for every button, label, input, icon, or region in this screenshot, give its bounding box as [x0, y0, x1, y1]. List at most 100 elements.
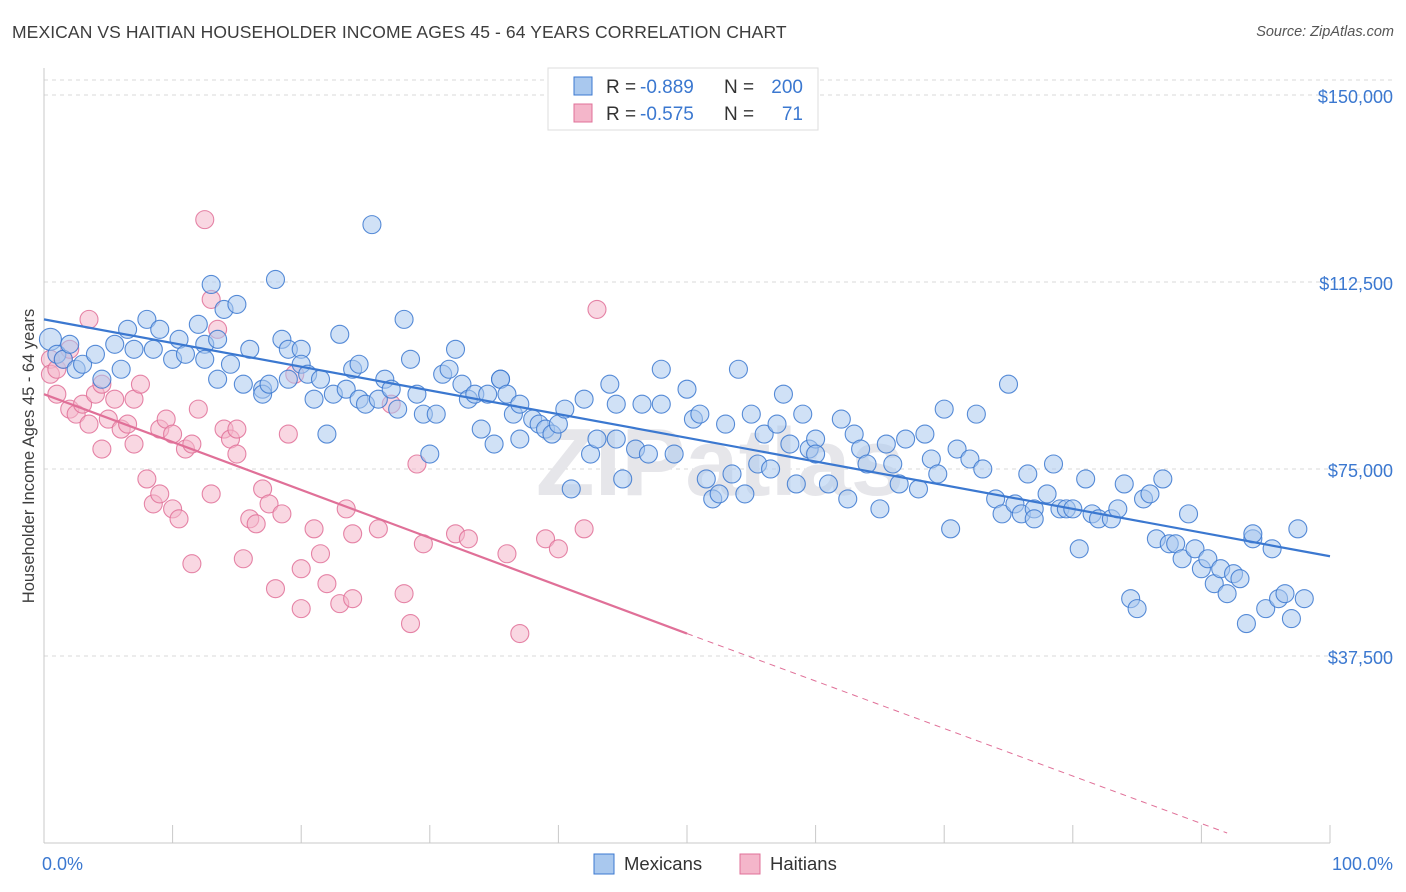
mexican-point: [889, 474, 909, 494]
mexican-point: [105, 334, 125, 354]
y-tick-label: $37,500: [1328, 648, 1393, 668]
haitian-point: [458, 529, 478, 549]
chart-title: MEXICAN VS HAITIAN HOUSEHOLDER INCOME AG…: [12, 22, 787, 42]
mexican-point: [60, 334, 80, 354]
mexican-point: [445, 339, 466, 359]
haitian-point: [497, 544, 517, 564]
mexican-point: [471, 419, 491, 439]
mexican-point: [368, 389, 388, 409]
mexican-point: [896, 429, 916, 449]
mexican-point: [1043, 454, 1064, 474]
mexican-point: [883, 454, 903, 474]
legend-n-value-2: 71: [782, 104, 803, 125]
mexican-point: [613, 469, 633, 489]
legend-r-value-2: -0.575: [640, 104, 694, 125]
mexican-point: [735, 484, 755, 504]
mexican-point: [1256, 599, 1276, 619]
mexican-point: [1114, 474, 1134, 494]
mexican-point: [870, 499, 890, 519]
mexican-point: [388, 399, 408, 419]
haitian-point: [587, 299, 607, 319]
mexican-point: [1217, 584, 1237, 604]
mexican-point: [574, 389, 594, 409]
haitian-point: [259, 494, 279, 514]
mexican-point: [259, 374, 279, 394]
mexican-point: [696, 469, 716, 489]
mexican-point: [1153, 469, 1173, 489]
mexican-point: [330, 324, 350, 344]
mexican-point: [336, 379, 356, 399]
mexican-point: [561, 479, 581, 499]
mexican-point: [310, 369, 331, 389]
mexican-point: [600, 374, 620, 394]
mexican-point: [1076, 469, 1096, 489]
mexican-point: [876, 434, 896, 454]
mexican-point: [201, 274, 221, 295]
haitian-trend-extension: [686, 633, 1228, 834]
mexican-point: [773, 384, 794, 404]
mexican-point: [439, 359, 459, 379]
mexican-point: [947, 439, 967, 459]
mexican-point: [857, 454, 877, 474]
mexican-point: [728, 359, 748, 379]
x-tick-label-end: 100.0%: [1332, 854, 1393, 874]
haitian-point: [182, 554, 202, 574]
haitian-point: [278, 424, 298, 444]
mexican-point: [761, 459, 781, 479]
mexican-point: [188, 314, 208, 334]
mexican-point: [317, 424, 337, 444]
mexican-point: [915, 424, 935, 444]
legend-swatch-haitians: [573, 103, 593, 123]
haitian-point: [574, 519, 594, 539]
mexican-trend-line: [43, 318, 1331, 558]
mexican-point: [1069, 539, 1089, 559]
mexican-point: [651, 394, 671, 414]
mexican-point: [1288, 519, 1308, 539]
haitian-point: [400, 614, 421, 634]
mexican-point: [233, 374, 253, 394]
haitian-point: [227, 419, 247, 439]
haitian-point: [130, 374, 150, 394]
legend-r-label-2: R =: [606, 104, 636, 125]
mexican-point: [304, 389, 324, 409]
mexican-point: [786, 474, 806, 494]
x-tick-label-start: 0.0%: [42, 854, 83, 874]
mexican-point: [651, 359, 671, 379]
haitian-point: [169, 509, 189, 529]
mexican-point: [1230, 569, 1250, 589]
mexican-point: [677, 379, 697, 399]
mexican-point: [1037, 484, 1057, 504]
mexican-point: [497, 384, 517, 404]
haitian-point: [201, 484, 221, 504]
mexican-point: [793, 404, 813, 424]
mexican-point: [1275, 584, 1295, 604]
haitian-point: [368, 519, 388, 539]
legend-n-label-2: N =: [724, 104, 754, 125]
source-label: Source: ZipAtlas.com: [1256, 24, 1394, 40]
haitian-point: [150, 484, 170, 504]
mexican-point: [143, 339, 163, 359]
haitian-point: [137, 469, 157, 489]
haitian-point: [291, 559, 311, 579]
haitian-point: [317, 574, 337, 594]
mexican-point: [227, 294, 247, 314]
mexican-point: [690, 404, 710, 424]
haitian-point: [79, 414, 99, 434]
mexican-point: [85, 344, 105, 364]
legend-r-value-1: -0.889: [640, 77, 694, 98]
mexican-point: [195, 349, 215, 369]
mexican-point: [664, 444, 684, 464]
mexican-point: [966, 404, 986, 424]
legend-r-label-1: R =: [606, 77, 636, 98]
bottom-legend-mexicans: Mexicans: [624, 853, 702, 874]
mexican-point: [111, 359, 131, 379]
bottom-legend-swatch-mexicans: [593, 853, 615, 875]
haitian-point: [343, 524, 363, 544]
mexican-point: [1236, 614, 1256, 634]
axes: [43, 68, 1331, 844]
mexican-point: [1281, 609, 1301, 629]
haitian-point: [233, 549, 253, 569]
mexican-point: [767, 414, 787, 434]
mexican-point: [394, 309, 414, 329]
